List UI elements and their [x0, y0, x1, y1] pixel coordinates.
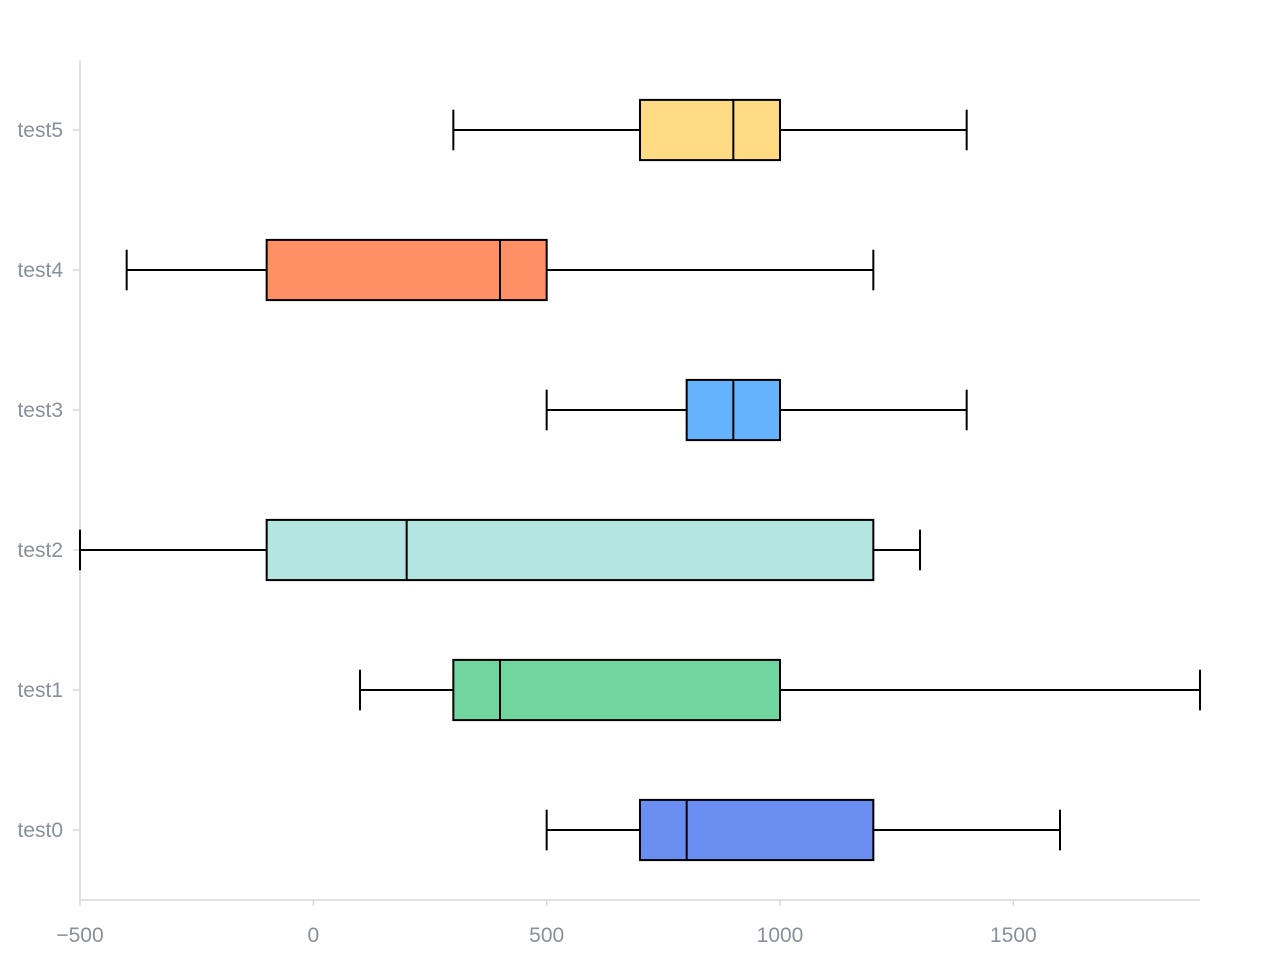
x-tick-label: 0 — [307, 924, 319, 947]
box-test5 — [452, 98, 968, 162]
y-tick-label-test0: test0 — [17, 819, 63, 842]
x-tick-label: 500 — [529, 924, 564, 947]
box-test3 — [545, 378, 968, 442]
y-tick-label-test1: test1 — [17, 679, 63, 702]
y-axis-ticks: test0 test1 test2 test3 test4 test5 — [17, 119, 80, 842]
x-tick-label: 1500 — [990, 924, 1037, 947]
box-test0 — [545, 798, 1061, 862]
y-tick-label-test3: test3 — [17, 399, 63, 422]
x-tick-label: −500 — [56, 924, 103, 947]
box-iqr — [265, 518, 875, 582]
box-test4 — [125, 238, 875, 302]
y-tick-label-test5: test5 — [17, 119, 63, 142]
y-tick-label-test2: test2 — [17, 539, 63, 562]
box-series — [79, 98, 1201, 862]
box-iqr — [265, 238, 548, 302]
box-iqr — [452, 658, 781, 722]
y-tick-label-test4: test4 — [17, 259, 63, 282]
x-axis-ticks: −500 0 500 1000 1500 — [56, 900, 1037, 947]
x-tick-label: 1000 — [757, 924, 804, 947]
box-test1 — [359, 658, 1201, 722]
box-test2 — [79, 518, 921, 582]
box-iqr — [639, 98, 781, 162]
box-iqr — [639, 798, 875, 862]
